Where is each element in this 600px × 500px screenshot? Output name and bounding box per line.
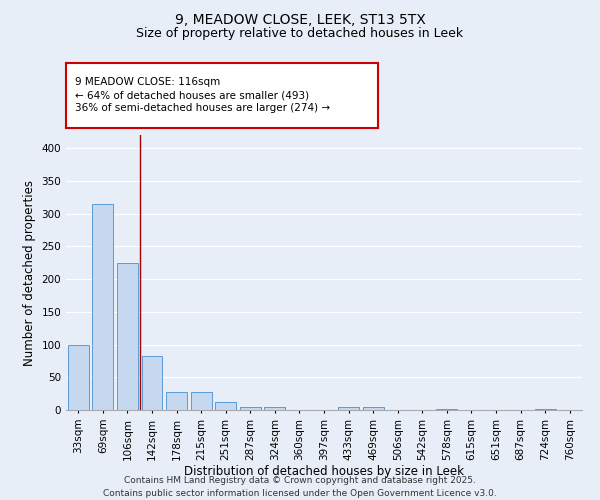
Bar xyxy=(240,408,261,410)
Bar xyxy=(92,204,113,410)
X-axis label: Distribution of detached houses by size in Leek: Distribution of detached houses by size … xyxy=(184,466,464,478)
Bar xyxy=(535,408,556,410)
Bar xyxy=(142,356,163,410)
Bar xyxy=(117,262,138,410)
Bar xyxy=(265,408,286,410)
Bar xyxy=(215,402,236,410)
Text: 9, MEADOW CLOSE, LEEK, ST13 5TX: 9, MEADOW CLOSE, LEEK, ST13 5TX xyxy=(175,12,425,26)
Text: Contains HM Land Registry data © Crown copyright and database right 2025.
Contai: Contains HM Land Registry data © Crown c… xyxy=(103,476,497,498)
Bar xyxy=(338,406,359,410)
Text: 9 MEADOW CLOSE: 116sqm
← 64% of detached houses are smaller (493)
36% of semi-de: 9 MEADOW CLOSE: 116sqm ← 64% of detached… xyxy=(76,77,331,113)
Bar xyxy=(362,406,383,410)
Bar xyxy=(166,392,187,410)
Bar xyxy=(191,392,212,410)
Bar xyxy=(68,344,89,410)
Text: Size of property relative to detached houses in Leek: Size of property relative to detached ho… xyxy=(136,28,464,40)
Bar xyxy=(436,408,457,410)
Y-axis label: Number of detached properties: Number of detached properties xyxy=(23,180,36,366)
